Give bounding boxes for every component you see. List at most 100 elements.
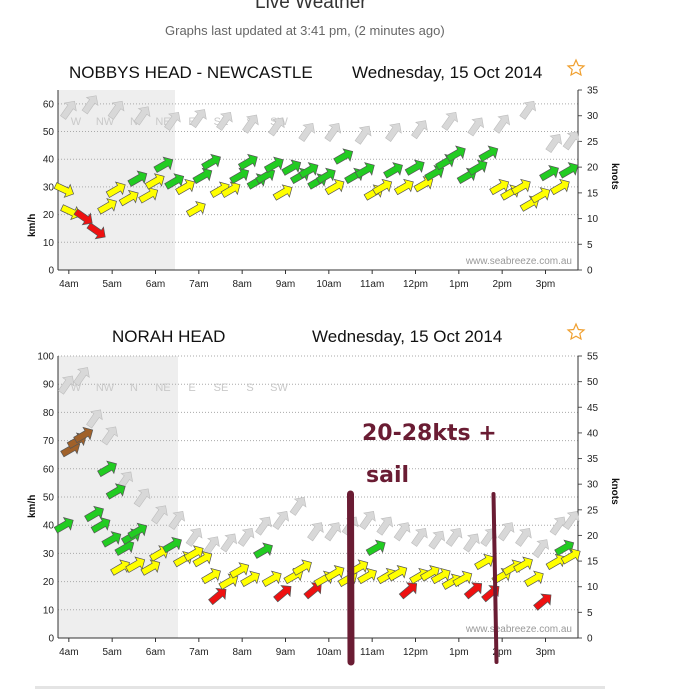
wind-arrow	[549, 178, 570, 196]
x-tick-label: 4am	[59, 279, 78, 290]
wind-arrow	[430, 567, 451, 585]
x-tick-label: 11am	[360, 279, 384, 290]
gust-arrow	[532, 539, 550, 559]
wind-arrow	[97, 460, 117, 478]
wind-arrow	[393, 178, 414, 196]
gust-arrow	[359, 511, 376, 531]
gust-arrow	[324, 522, 342, 542]
favourite-star-icon[interactable]	[566, 322, 586, 341]
wind-arrow	[73, 208, 93, 226]
hand-drawn-marker-line	[491, 492, 499, 664]
x-tick-label: 6am	[146, 647, 165, 658]
gust-arrow	[307, 522, 324, 542]
x-tick-label: 4am	[59, 647, 78, 658]
gust-arrow	[545, 134, 563, 154]
wind-arrow	[140, 559, 161, 576]
x-tick-label: 5am	[102, 647, 121, 658]
wind-arrow	[530, 187, 551, 204]
wind-arrow	[97, 198, 117, 215]
y-tick-label-right: 50	[587, 377, 599, 388]
wind-arrow	[545, 553, 566, 571]
x-tick-label: 1pm	[449, 279, 468, 290]
wind-arrow	[53, 517, 74, 534]
y-tick-label-right: 35	[587, 454, 599, 465]
y-tick-label: 40	[43, 155, 55, 166]
y-tick-label: 50	[43, 127, 55, 138]
watermark: www.seabreeze.com.au	[465, 624, 572, 635]
wind-arrow	[201, 567, 221, 585]
wind-arrow	[510, 178, 531, 196]
y-tick-label-right: 5	[587, 608, 593, 619]
gust-arrow	[289, 496, 307, 516]
wind-arrow	[398, 582, 418, 600]
gust-arrow	[242, 114, 259, 134]
wind-arrow	[263, 156, 284, 173]
wind-arrow	[90, 517, 111, 534]
wind-arrow	[298, 162, 319, 179]
wind-arrow	[153, 156, 174, 173]
gust-arrow	[220, 533, 238, 553]
y-tick-label-right: 20	[587, 163, 599, 174]
y-tick-label: 30	[43, 549, 55, 560]
wind-arrow	[105, 181, 126, 198]
wind-arrow	[354, 162, 375, 179]
wind-arrow	[372, 178, 393, 196]
wind-arrow	[333, 148, 354, 165]
wind-arrow	[315, 167, 336, 185]
wind-arrow	[539, 164, 559, 182]
y-tick-label-right: 15	[587, 557, 599, 568]
y-tick-label: 0	[48, 634, 54, 645]
wind-arrow	[118, 189, 139, 207]
wind-arrow	[127, 522, 148, 540]
chart-date-title: Wednesday, 15 Oct 2014	[312, 327, 502, 346]
gust-arrow	[411, 120, 428, 140]
gust-arrow	[237, 527, 255, 547]
wind-arrow	[73, 426, 94, 444]
gust-arrow	[441, 111, 459, 131]
direction-label: N	[130, 116, 138, 128]
gust-arrow	[101, 426, 118, 446]
y-tick-label: 70	[43, 436, 55, 447]
wind-arrow	[533, 593, 552, 611]
x-tick-label: 3pm	[536, 647, 555, 658]
favourite-star-icon[interactable]	[566, 58, 586, 77]
gust-arrow	[190, 109, 207, 129]
x-tick-label: 9am	[276, 279, 295, 290]
wind-arrow	[324, 565, 345, 582]
wind-arrow	[220, 181, 241, 198]
gust-arrow	[393, 522, 411, 542]
wind-arrow	[560, 548, 581, 565]
y-tick-label: 50	[43, 493, 55, 504]
wind-arrow	[237, 153, 258, 171]
x-tick-label: 10am	[316, 279, 341, 290]
x-tick-label: 12pm	[403, 279, 428, 290]
hand-drawn-marker-line	[347, 490, 355, 666]
y-tick-label: 30	[43, 182, 55, 193]
handwritten-annotation-wind: 20-28kts +	[362, 421, 497, 446]
gust-arrow	[497, 522, 515, 542]
wind-arrow	[229, 167, 250, 185]
wind-arrow	[554, 539, 575, 556]
wind-arrow	[324, 178, 345, 196]
gust-arrow	[133, 106, 151, 126]
x-tick-label: 11am	[360, 647, 384, 658]
y-tick-label-right: 25	[587, 505, 599, 516]
wind-arrow	[138, 187, 159, 204]
y-tick-label: 60	[43, 464, 55, 475]
direction-label: W	[71, 116, 82, 128]
x-tick-label: 2pm	[492, 647, 511, 658]
wind-arrow	[164, 173, 185, 190]
wind-arrow	[452, 570, 473, 588]
wind-arrow	[523, 570, 544, 588]
y-axis-label-right: knots	[609, 163, 620, 190]
gust-arrow	[354, 125, 372, 145]
wind-arrow	[387, 565, 408, 582]
gust-arrow	[428, 530, 446, 550]
page-title: Live Weather	[255, 0, 367, 13]
gust-arrow	[216, 111, 233, 131]
wind-arrow	[383, 162, 403, 179]
direction-label: SW	[270, 382, 288, 394]
y-tick-label: 80	[43, 408, 55, 419]
x-tick-label: 8am	[232, 279, 251, 290]
x-tick-label: 8am	[232, 647, 251, 658]
